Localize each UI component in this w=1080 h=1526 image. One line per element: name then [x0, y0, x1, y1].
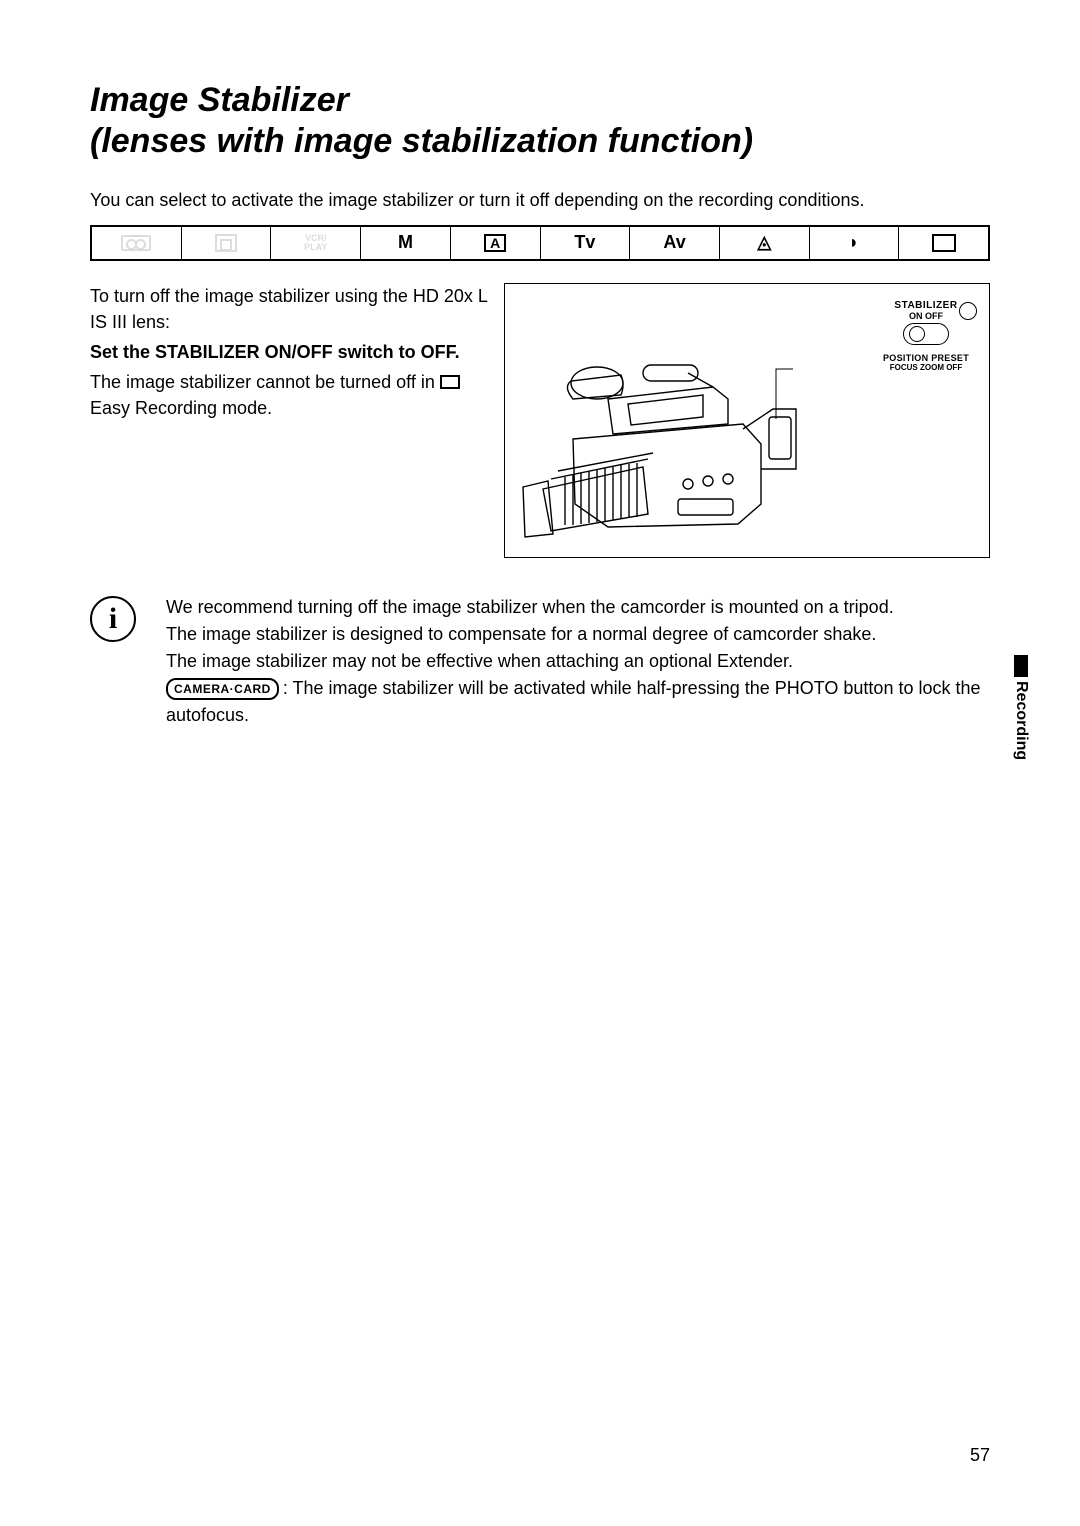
mode-m: M	[361, 227, 451, 259]
easy-box-icon	[932, 234, 956, 252]
info-block: i We recommend turning off the image sta…	[90, 594, 990, 729]
mode-vcr-play: VCR/ PLAY	[271, 227, 361, 259]
section-tab-marker	[1014, 655, 1028, 677]
title-line-1: Image Stabilizer	[90, 81, 349, 119]
info-line-3: The image stabilizer may not be effectiv…	[166, 648, 990, 675]
camera-card-badge: CAMERA·CARD	[166, 678, 279, 700]
instruction-bold-step: Set the STABILIZER ON/OFF switch to OFF.	[90, 339, 490, 365]
content-row: To turn off the image stabilizer using t…	[90, 283, 990, 558]
page-number: 57	[970, 1445, 990, 1466]
page-title: Image Stabilizer (lenses with image stab…	[90, 80, 990, 162]
mode-spotlight: ◬	[720, 227, 810, 259]
info-line-1: We recommend turning off the image stabi…	[166, 594, 990, 621]
mode-easy	[899, 227, 988, 259]
mode-auto: A	[451, 227, 541, 259]
switch-icon	[903, 323, 949, 345]
mode-card	[182, 227, 272, 259]
easy-mode-icon	[440, 375, 460, 389]
section-tab-label: Recording	[1012, 681, 1030, 760]
info-line-4: CAMERA·CARD: The image stabilizer will b…	[166, 675, 990, 729]
tape-icon	[121, 235, 151, 251]
mode-tv: Tv	[541, 227, 631, 259]
title-line-2: (lenses with image stabilization functio…	[90, 122, 753, 160]
instruction-text: To turn off the image stabilizer using t…	[90, 283, 490, 558]
mode-night: ◗	[810, 227, 900, 259]
mode-av: Av	[630, 227, 720, 259]
instruction-para-2: The image stabilizer cannot be turned of…	[90, 369, 490, 421]
info-line-2: The image stabilizer is designed to comp…	[166, 621, 990, 648]
mode-bar: VCR/ PLAY M A Tv Av ◬ ◗	[90, 225, 990, 261]
stabilizer-switch-label: STABILIZER ON OFF POSITION PRESET FOCUS …	[883, 300, 969, 372]
camera-diagram: STABILIZER ON OFF POSITION PRESET FOCUS …	[504, 283, 990, 558]
info-text: We recommend turning off the image stabi…	[166, 594, 990, 729]
camera-illustration	[513, 329, 833, 549]
instruction-para-1: To turn off the image stabilizer using t…	[90, 283, 490, 335]
mode-tape	[92, 227, 182, 259]
intro-text: You can select to activate the image sta…	[90, 190, 990, 211]
section-tab: Recording	[1012, 655, 1030, 760]
info-icon: i	[90, 596, 136, 642]
card-icon	[215, 234, 237, 252]
